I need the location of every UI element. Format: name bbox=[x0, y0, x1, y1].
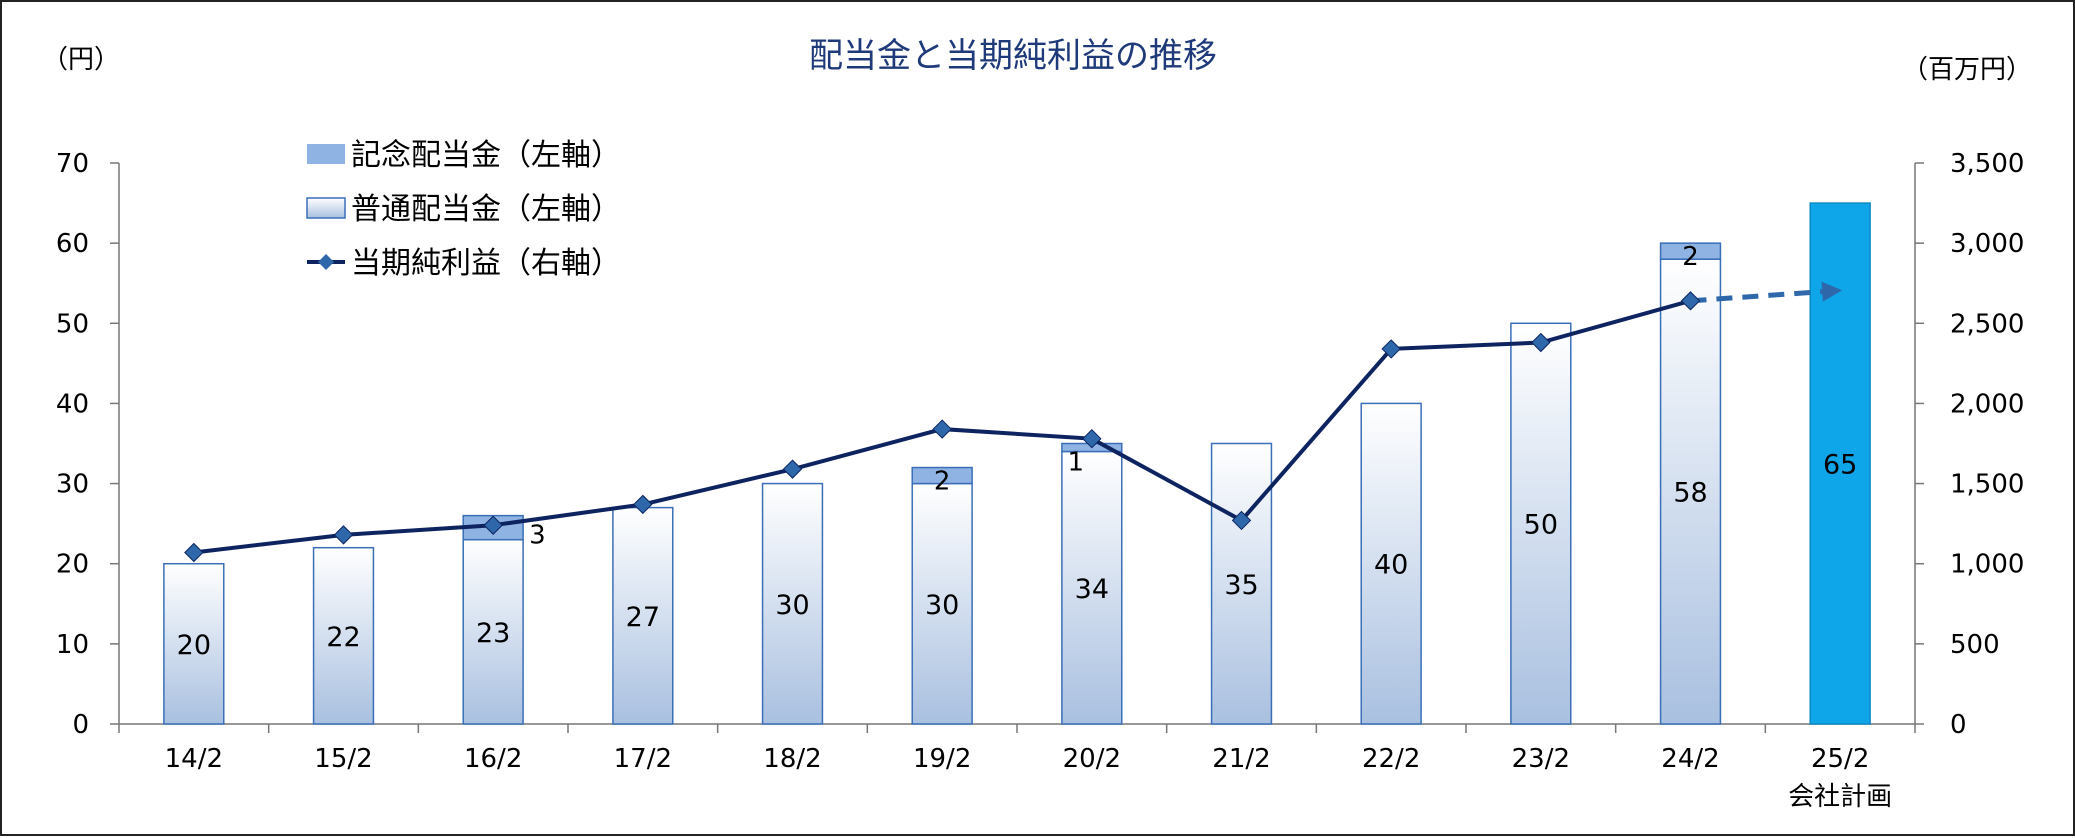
right-tick-label: 1,000 bbox=[1950, 550, 2024, 580]
left-tick-label: 30 bbox=[56, 470, 89, 500]
x-tick-label: 21/2 bbox=[1212, 744, 1270, 774]
right-tick-label: 3,000 bbox=[1950, 229, 2024, 259]
commemorative-dividend-bar bbox=[1659, 242, 1722, 260]
ordinary-dividend-bar bbox=[1659, 258, 1722, 725]
net-income-point bbox=[1531, 332, 1551, 353]
left-tick-label: 70 bbox=[56, 149, 89, 179]
net-income-point bbox=[483, 515, 503, 535]
ordinary-dividend-value-label: 34 bbox=[1075, 574, 1109, 605]
right-tick-label: 0 bbox=[1950, 710, 1967, 740]
commemorative-dividend-value-label: 1 bbox=[1068, 448, 1085, 478]
right-tick-label: 500 bbox=[1950, 630, 2000, 660]
net-income-forecast-dash bbox=[1690, 288, 1829, 304]
right-tick-label: 2,000 bbox=[1950, 389, 2024, 419]
net-income-line bbox=[184, 281, 1843, 563]
left-axis-unit: （円） bbox=[42, 45, 120, 75]
x-tick-label: 17/2 bbox=[614, 744, 672, 774]
ordinary-dividend-value-label: 20 bbox=[177, 630, 211, 661]
net-income-point bbox=[1082, 428, 1102, 449]
left-tick-label: 10 bbox=[56, 630, 89, 660]
x-tick-label: 18/2 bbox=[763, 744, 821, 774]
net-income-point bbox=[184, 542, 204, 563]
net-income-point bbox=[932, 419, 952, 439]
ordinary-dividend-bar bbox=[1360, 402, 1422, 725]
left-tick-label: 0 bbox=[72, 710, 89, 740]
net-income-point bbox=[333, 525, 354, 545]
legend-label: 普通配当金（左軸） bbox=[351, 192, 621, 227]
ordinary-dividend-bar bbox=[1510, 322, 1572, 725]
commemorative-dividend-value-label: 3 bbox=[529, 521, 546, 551]
ordinary-dividend-bar bbox=[462, 538, 524, 725]
net-income-point bbox=[782, 459, 803, 479]
x-tick-label: 16/2 bbox=[464, 744, 522, 774]
legend: 記念配当金（左軸） 普通配当金（左軸） 当期純利益（右軸） bbox=[306, 138, 621, 281]
right-tick-label: 3,500 bbox=[1950, 149, 2024, 179]
net-income-point bbox=[1231, 510, 1252, 531]
commemorative-dividend-bar bbox=[911, 466, 973, 485]
right-axis-unit: （百万円） bbox=[1902, 55, 2032, 85]
ordinary-dividend-value-label: 22 bbox=[326, 622, 360, 653]
x-tick-label: 23/2 bbox=[1512, 744, 1570, 774]
x-tick-label: 25/2 bbox=[1811, 744, 1869, 774]
legend-label: 記念配当金（左軸） bbox=[351, 138, 621, 173]
ordinary-dividend-value-label: 50 bbox=[1524, 510, 1558, 541]
x-tick-label: 24/2 bbox=[1661, 744, 1719, 774]
legend-label: 当期純利益（右軸） bbox=[351, 246, 621, 281]
x-tick-label: 14/2 bbox=[165, 744, 223, 774]
ordinary-dividend-bar bbox=[163, 562, 225, 725]
commemorative-dividend-value-label: 2 bbox=[1682, 242, 1699, 272]
ordinary-dividend-bar bbox=[761, 482, 824, 725]
left-tick-label: 50 bbox=[56, 309, 89, 339]
commemorative-dividend-value-label: 2 bbox=[934, 467, 951, 497]
legend-swatch-ordinary bbox=[306, 197, 346, 219]
ordinary-dividend-value-label: 30 bbox=[775, 590, 809, 621]
x-tick-label: 15/2 bbox=[314, 744, 372, 774]
x-tick-label: 19/2 bbox=[913, 744, 971, 774]
chart-title: 配当金と当期純利益の推移 bbox=[809, 36, 1217, 76]
net-income-point bbox=[1381, 339, 1401, 359]
ordinary-dividend-value-label: 27 bbox=[626, 602, 660, 633]
ordinary-dividend-bar bbox=[1210, 442, 1273, 725]
x-tick-label: 20/2 bbox=[1063, 744, 1121, 774]
x-tick-label: 22/2 bbox=[1362, 744, 1420, 774]
ordinary-dividend-value-label: 35 bbox=[1224, 570, 1258, 601]
left-tick-label: 40 bbox=[56, 389, 89, 419]
left-tick-label: 20 bbox=[56, 550, 89, 580]
ordinary-dividend-bar bbox=[612, 506, 674, 725]
axes: 0 10 20 30 40 50 60 70 0 500 1,000 1,500 2,000 2,500 3… bbox=[56, 149, 2025, 812]
net-income-point bbox=[633, 494, 653, 515]
ordinary-dividend-value-label: 40 bbox=[1374, 550, 1408, 581]
legend-swatch-commemorative bbox=[307, 144, 345, 164]
ordinary-dividend-value-label: 30 bbox=[925, 590, 959, 621]
planned-dividend-value-label: 65 bbox=[1823, 450, 1857, 481]
ordinary-dividend-value-label: 23 bbox=[476, 618, 510, 649]
legend-swatch-marker bbox=[318, 254, 334, 270]
x-tick-sublabel: 会社計画 bbox=[1788, 782, 1892, 812]
net-income-point bbox=[1680, 291, 1701, 311]
net-income-forecast-arrowhead bbox=[1821, 281, 1843, 302]
ordinary-dividend-bar bbox=[312, 546, 375, 725]
ordinary-dividend-value-label: 58 bbox=[1673, 478, 1707, 509]
right-tick-label: 1,500 bbox=[1950, 470, 2024, 500]
left-tick-label: 60 bbox=[56, 229, 89, 259]
right-tick-label: 2,500 bbox=[1950, 309, 2024, 339]
bars: 20 22 23 3 27 30 30 2 34 1 35 40 50 58 2 65 bbox=[163, 202, 1871, 725]
ordinary-dividend-bar bbox=[1061, 450, 1123, 725]
